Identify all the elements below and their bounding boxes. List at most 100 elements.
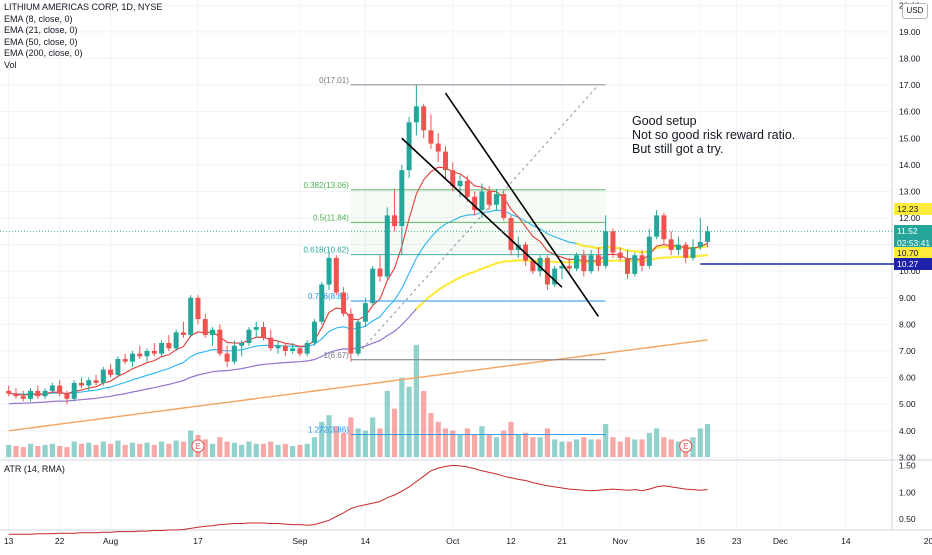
earnings-marker-label: E <box>195 442 200 451</box>
volume-bar <box>173 440 179 457</box>
volume-bar <box>501 430 507 457</box>
time-tick-label: 23 <box>732 536 742 546</box>
volume-bar <box>340 432 347 457</box>
candle-body <box>646 236 652 266</box>
annotation-line-1: Good setup <box>632 114 697 128</box>
time-tick-label: 14 <box>841 536 851 546</box>
candle-body <box>370 268 376 304</box>
volume-bar <box>326 415 332 457</box>
volume-bar <box>304 443 310 457</box>
price-tick-label: 6.00 <box>899 373 916 383</box>
atr-tick-label: 1.00 <box>899 487 916 497</box>
price-tick-label: 9.00 <box>899 293 916 303</box>
candle-body <box>537 257 543 272</box>
volume-bar <box>515 435 521 457</box>
candle-body <box>49 385 55 391</box>
volume-bar <box>100 441 106 457</box>
volume-bar <box>588 439 594 457</box>
volume-bar <box>202 439 208 457</box>
volume-bar <box>209 443 216 457</box>
volume-bar <box>522 432 529 457</box>
candle-body <box>180 332 186 336</box>
volume-bar <box>144 442 150 457</box>
volume-bar <box>217 437 223 457</box>
volume-bar <box>166 443 172 457</box>
candle-body <box>333 257 339 293</box>
candle-body <box>406 122 412 171</box>
candle-body <box>275 345 281 349</box>
candle-body <box>115 358 121 375</box>
candle-body <box>625 257 630 274</box>
volume-bar <box>668 439 674 457</box>
candle-body <box>261 327 266 338</box>
volume-bar <box>64 447 70 457</box>
volume-bar <box>239 444 245 457</box>
candle-body <box>443 151 448 171</box>
time-tick-label: 14 <box>361 536 371 546</box>
candle-body <box>399 170 405 227</box>
candle-body <box>464 180 470 197</box>
candle-body <box>668 239 674 250</box>
price-tick-label: 5.00 <box>899 399 916 409</box>
candle-body <box>450 170 456 187</box>
volume-bar <box>297 444 303 457</box>
legend-ema50[interactable]: EMA (50, close, 0) <box>4 36 78 47</box>
volume-bar <box>246 441 252 457</box>
volume-bar <box>348 417 354 457</box>
price-tick-label: 7.00 <box>899 346 916 356</box>
trendline-channel-lower <box>401 137 563 288</box>
candle-body <box>304 343 310 354</box>
candle-body <box>71 382 77 399</box>
candle-body <box>581 255 587 272</box>
legend-ema8[interactable]: EMA (8, close, 0) <box>4 13 73 24</box>
grid-group <box>0 0 892 530</box>
price-tick-label: 14.00 <box>899 160 921 170</box>
volume-bar <box>450 430 456 457</box>
price-tick-label: 4.00 <box>899 426 916 436</box>
candle-body <box>639 255 645 266</box>
atr-legend[interactable]: ATR (14, RMA) <box>4 464 65 474</box>
fib-level-label: 1.272(3.86) <box>308 425 349 434</box>
candle-body <box>297 348 303 354</box>
time-tick-label: 21 <box>557 536 567 546</box>
candle-body <box>100 369 106 383</box>
volume-bar <box>661 437 667 457</box>
volume-bar <box>617 441 623 457</box>
volume-bar <box>428 413 434 457</box>
legend-vol[interactable]: Vol <box>4 59 17 70</box>
candle-body <box>486 191 492 205</box>
time-tick-label: 13 <box>4 536 14 546</box>
candle-body <box>93 380 99 383</box>
volume-bar <box>399 377 405 457</box>
price-tick-label: 15.00 <box>899 133 921 143</box>
price-label-ema21: 10.70 <box>894 246 932 259</box>
volume-bar <box>275 444 281 457</box>
candle-body <box>544 257 550 285</box>
legend-symbol[interactable]: LITHIUM AMERICAS CORP, 1D, NYSE <box>4 2 163 12</box>
volume-bar <box>268 441 274 457</box>
legend-ema21[interactable]: EMA (21, close, 0) <box>4 25 78 36</box>
currency-button[interactable]: USD <box>902 3 928 19</box>
volume-bar <box>457 435 463 457</box>
candle-body <box>326 257 332 285</box>
candle-body <box>20 396 26 399</box>
legend-ema200[interactable]: EMA (200, close, 0) <box>4 48 83 59</box>
volume-bar <box>690 437 696 457</box>
candle-body <box>675 244 681 250</box>
volume-bar <box>421 391 427 457</box>
earnings-marker <box>679 439 693 453</box>
volume-bar <box>362 430 369 457</box>
candle-body <box>362 303 368 322</box>
volume-bar <box>544 428 551 457</box>
annotation-note[interactable]: Good setup Not so good risk reward ratio… <box>632 114 795 156</box>
candle-body <box>144 350 150 357</box>
candle-body <box>493 194 499 205</box>
price-tick-label: 8.00 <box>899 319 916 329</box>
candle-body <box>457 180 463 187</box>
candle-body <box>341 292 347 314</box>
candle-body <box>588 255 594 272</box>
price-tick-label: 13.00 <box>899 186 921 196</box>
candle-body <box>435 143 441 152</box>
